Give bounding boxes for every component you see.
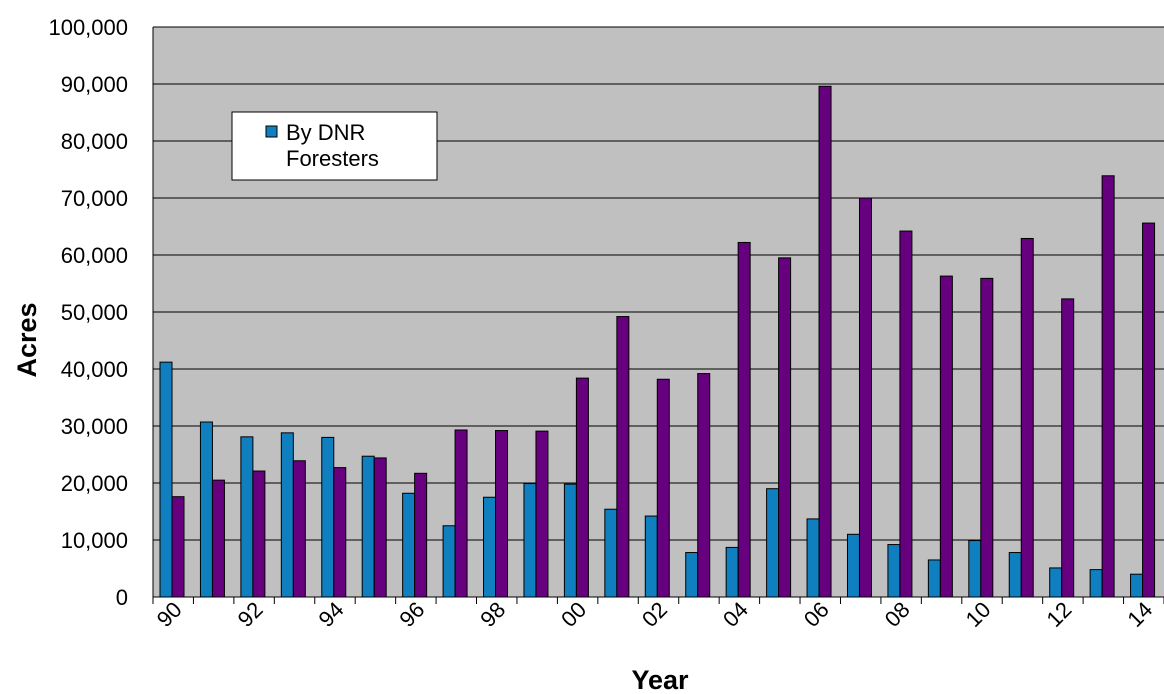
bar-series-2-96: [414, 472, 428, 598]
y-tick-label: 70,000: [61, 186, 128, 211]
bar-series-2-98: [495, 430, 509, 598]
bar-series-2-91: [211, 479, 225, 598]
bar-series-2-99: [535, 430, 549, 598]
y-tick-label: 60,000: [61, 243, 128, 268]
x-axis-title: Year: [631, 665, 689, 694]
x-tick-labels: 90 92 94 96 98 00 02 04 06 08 10 12 14: [152, 597, 1158, 632]
bar-series-1-92: [240, 436, 254, 598]
y-tick-label: 80,000: [61, 129, 128, 154]
bar-series-1-04: [725, 546, 739, 598]
x-tick-label: 98: [475, 597, 510, 632]
bar-series-2-92: [252, 470, 266, 598]
bar-series-2-06: [818, 85, 832, 598]
bar-series-1-06: [806, 518, 820, 598]
y-axis-title: Acres: [12, 302, 42, 377]
bar-series-2-14: [1142, 222, 1156, 598]
bar-series-2-13: [1101, 175, 1115, 598]
bars: [159, 85, 1156, 598]
bar-series-2-08: [899, 230, 913, 598]
x-tick-label: 10: [961, 597, 996, 632]
y-tick-label: 30,000: [61, 414, 128, 439]
bar-series-1-10: [968, 540, 982, 598]
x-tick-label: 90: [152, 597, 187, 632]
bar-series-2-11: [1020, 237, 1034, 598]
bar-series-2-05: [778, 257, 792, 598]
bar-series-2-03: [697, 373, 711, 598]
legend-swatch-series-1: [265, 125, 278, 138]
bar-series-1-99: [523, 483, 537, 598]
bar-series-2-10: [980, 277, 994, 598]
bar-series-1-96: [402, 492, 416, 598]
x-tick-label: 14: [1122, 597, 1157, 632]
y-tick-label: 90,000: [61, 72, 128, 97]
bar-series-1-07: [846, 533, 860, 598]
y-tick-label: 40,000: [61, 357, 128, 382]
bar-series-1-05: [766, 488, 780, 598]
bar-series-2-95: [373, 457, 387, 598]
y-tick-labels: 0 10,000 20,000 30,000 40,000 50,000 60,000 70,…: [48, 15, 128, 610]
bar-series-1-97: [442, 525, 456, 598]
bar-series-1-00: [563, 483, 577, 598]
bar-series-1-95: [361, 455, 375, 598]
x-tick-label: 96: [394, 597, 429, 632]
bar-series-1-94: [321, 436, 335, 598]
legend-box: [231, 111, 438, 181]
x-tick-label: 92: [233, 597, 268, 632]
x-tick-label: 12: [1041, 597, 1076, 632]
axes: [152, 27, 1164, 604]
legend: By DNR Foresters: [231, 111, 438, 181]
bar-series-2-94: [333, 467, 347, 598]
x-tick-label: 02: [637, 597, 672, 632]
bar-series-1-09: [927, 559, 941, 598]
y-tick-label: 50,000: [61, 300, 128, 325]
bar-series-1-01: [604, 508, 618, 598]
bar-series-1-93: [280, 432, 294, 598]
bar-series-1-03: [685, 552, 699, 598]
bar-series-1-91: [199, 421, 213, 598]
bar-series-1-12: [1049, 567, 1063, 598]
x-tick-label: 06: [799, 597, 834, 632]
bar-series-2-07: [858, 197, 872, 598]
y-tick-label: 20,000: [61, 471, 128, 496]
bar-series-1-13: [1089, 569, 1103, 598]
x-tick-label: 94: [314, 597, 349, 632]
x-tick-label: 08: [880, 597, 915, 632]
bar-series-1-02: [644, 515, 658, 598]
y-tick-label: 0: [116, 585, 128, 610]
y-tick-label: 10,000: [61, 528, 128, 553]
bar-series-2-09: [939, 275, 953, 598]
bar-series-1-08: [887, 544, 901, 598]
bar-series-2-04: [737, 241, 751, 598]
bar-series-1-14: [1130, 573, 1144, 598]
bar-series-2-97: [454, 429, 468, 598]
legend-label-series-1: By DNR Foresters: [286, 120, 379, 171]
bar-series-2-12: [1061, 298, 1075, 598]
bar-series-1-11: [1008, 552, 1022, 598]
bar-series-2-90: [171, 496, 185, 598]
bar-series-2-00: [575, 377, 589, 598]
bar-series-1-98: [483, 496, 497, 598]
bar-series-2-02: [656, 378, 670, 598]
x-tick-label: 04: [718, 597, 753, 632]
bar-series-1-90: [159, 361, 173, 598]
bar-series-2-01: [616, 316, 630, 598]
bar-series-2-93: [292, 460, 306, 598]
y-tick-label: 100,000: [48, 15, 128, 40]
x-tick-label: 00: [556, 597, 591, 632]
